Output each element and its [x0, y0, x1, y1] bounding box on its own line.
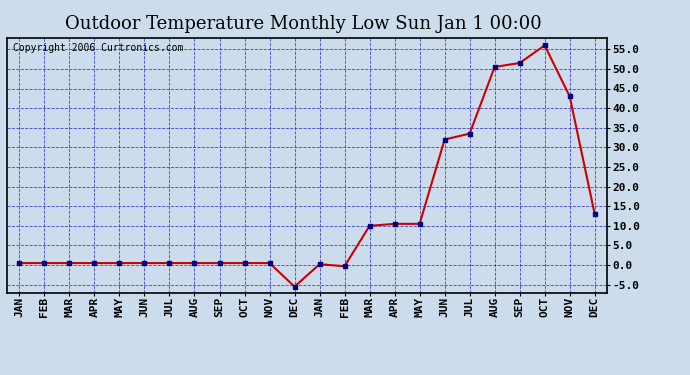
Text: Copyright 2006 Curtronics.com: Copyright 2006 Curtronics.com: [13, 43, 184, 52]
Text: Outdoor Temperature Monthly Low Sun Jan 1 00:00: Outdoor Temperature Monthly Low Sun Jan …: [66, 15, 542, 33]
